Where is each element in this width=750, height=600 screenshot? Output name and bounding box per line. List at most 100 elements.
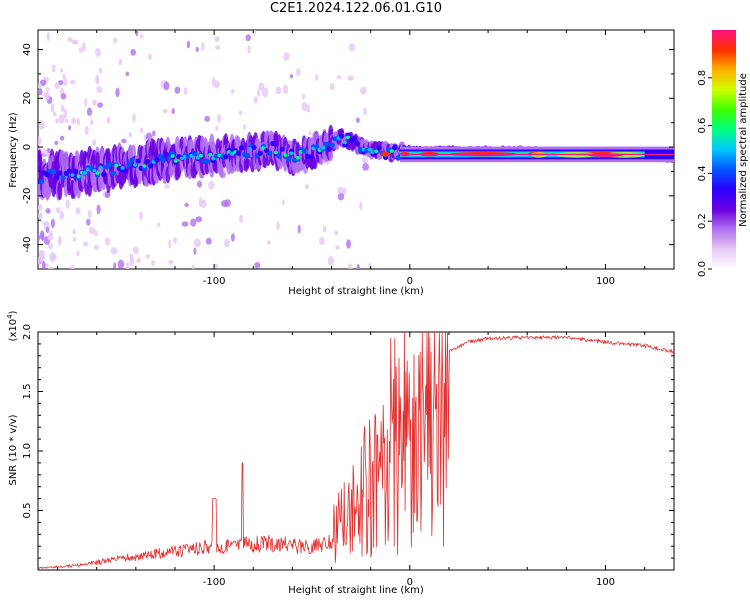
heatmap-speckle (337, 186, 344, 194)
heatmap-core (279, 146, 285, 152)
heatmap-core (392, 144, 398, 151)
heatmap-core (351, 136, 357, 142)
heatmap-core (54, 174, 60, 180)
heatmap-speckle (217, 114, 222, 123)
heatmap-data (38, 30, 674, 269)
heatmap-speckle (318, 236, 325, 246)
heatmap-speckle (266, 240, 272, 245)
heatmap-speckle (346, 239, 352, 249)
heatmap-core (273, 150, 278, 155)
heatmap-speckle (38, 213, 42, 218)
heatmap-speckle (59, 210, 64, 220)
heatmap-speckle (48, 266, 54, 269)
heatmap-core (66, 168, 72, 174)
heatmap-core (76, 174, 81, 179)
bottom-x-tick-label: 0 (407, 577, 413, 588)
heatmap-speckle (193, 247, 197, 255)
heatmap-speckle (55, 117, 59, 124)
heatmap-core (129, 157, 135, 163)
heatmap-speckle (45, 87, 50, 92)
colorbar-ticks: 0.0 0.2 0.4 0.6 0.8 (697, 70, 712, 277)
heatmap-core (70, 173, 75, 177)
heatmap-speckle (97, 102, 104, 108)
top-x-ticks: -100 0 100 (57, 30, 646, 287)
heatmap-speckle (95, 74, 100, 84)
heatmap-speckle (174, 86, 181, 94)
heatmap-core (204, 158, 210, 164)
heatmap-core (339, 133, 345, 139)
heatmap-speckle (98, 67, 103, 74)
heatmap-speckle (115, 87, 120, 98)
colorbar-tick-label: 0.8 (697, 70, 708, 86)
heatmap-core (163, 151, 169, 157)
snr-series (38, 332, 674, 570)
heatmap-core (211, 156, 216, 161)
heatmap-speckle (363, 107, 367, 116)
heatmap-speckle (208, 181, 215, 190)
heatmap-core (114, 163, 119, 168)
heatmap-core (98, 165, 103, 170)
heatmap-speckle (359, 201, 363, 211)
heatmap-speckle (78, 47, 83, 53)
heatmap-speckle (75, 207, 81, 215)
heatmap-core (395, 155, 401, 161)
heatmap-speckle (283, 52, 290, 61)
heatmap-speckle (52, 111, 57, 117)
heatmap-speckle (46, 32, 51, 42)
heatmap-speckle (104, 237, 111, 246)
heatmap-speckle (86, 218, 91, 226)
bottom-y-axis-label: SNR (10 * v/v) (8, 414, 19, 485)
heatmap-speckle (257, 89, 261, 98)
bottom-x-tick-label: 100 (596, 577, 615, 588)
heatmap-speckle (38, 234, 41, 242)
heatmap-speckle (110, 247, 118, 255)
heatmap-speckle (334, 230, 339, 236)
bottom-y-ticks: 0.5 1.0 1.5 2.0 (22, 324, 674, 559)
heatmap-speckle (44, 91, 50, 101)
heatmap-core (144, 158, 151, 165)
heatmap-speckle (71, 117, 77, 125)
top-y-ticks: -40 -20 0 20 40 (22, 43, 674, 270)
heatmap-speckle (50, 254, 57, 259)
bottom-x-axis-label: Height of straight line (km) (288, 585, 424, 596)
heatmap-core (198, 153, 203, 158)
heatmap-speckle (295, 67, 301, 77)
heatmap-core (238, 145, 245, 151)
heatmap-speckle (86, 107, 93, 116)
heatmap-speckle (258, 82, 265, 91)
heatmap-core (72, 168, 79, 175)
top-x-axis-label: Height of straight line (km) (288, 286, 424, 297)
heatmap-speckle (64, 118, 69, 124)
heatmap-core (160, 157, 166, 163)
heatmap-speckle (171, 108, 175, 115)
heatmap-core (329, 142, 335, 148)
heatmap-core (223, 154, 229, 160)
heatmap-speckle (168, 239, 172, 249)
heatmap-core (154, 157, 160, 163)
heatmap-speckle (164, 184, 170, 189)
heatmap-speckle (68, 125, 72, 131)
heatmap-speckle (72, 228, 77, 235)
heatmap-speckle (156, 222, 161, 228)
heatmap-core (82, 171, 87, 175)
heatmap-speckle (337, 192, 345, 201)
bottom-y-tick-label: 0.5 (22, 503, 33, 519)
heatmap-speckle (361, 156, 369, 164)
heatmap-speckle (39, 79, 47, 87)
heatmap-core (60, 175, 66, 181)
heatmap-speckle (58, 114, 65, 124)
heatmap-core (389, 149, 394, 153)
heatmap-core (120, 166, 125, 170)
heatmap-speckle (224, 238, 231, 248)
heatmap-speckle (72, 236, 77, 242)
heatmap-speckle (173, 237, 178, 244)
heatmap-speckle (276, 221, 280, 230)
heatmap-speckle (336, 74, 342, 80)
heatmap-speckle (95, 47, 101, 58)
colorbar-tick-label: 0.0 (697, 261, 708, 277)
colorbar-tick-label: 0.6 (697, 118, 708, 134)
heatmap-speckle (55, 207, 61, 214)
heatmap-speckle (125, 262, 130, 269)
heatmap-speckle (69, 80, 76, 85)
